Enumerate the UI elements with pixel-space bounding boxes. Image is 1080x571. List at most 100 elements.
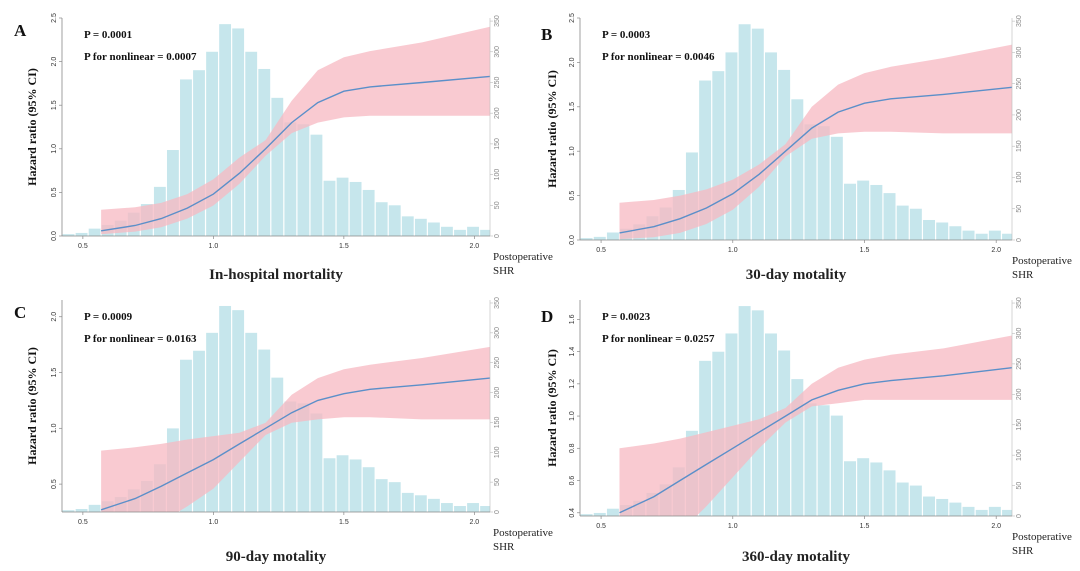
ci-band <box>619 44 1012 240</box>
histogram-bar <box>336 455 349 512</box>
histogram-bar <box>349 181 362 236</box>
x-tick-label: 0.5 <box>596 523 606 530</box>
histogram-bar <box>323 180 336 236</box>
x-axis-name-line1: Postoperative <box>1012 255 1072 267</box>
p-nonlinear: P for nonlinear = 0.0046 <box>602 51 715 63</box>
y-tick-label: 1.0 <box>51 423 58 433</box>
y2-tick-label: 0 <box>1016 238 1023 242</box>
p-value: P = 0.0001 <box>84 29 132 41</box>
y-tick-label: 2.5 <box>569 13 576 23</box>
x-tick-label: 1.0 <box>728 523 738 530</box>
panel-letter: C <box>14 303 26 322</box>
histogram-bar <box>1002 509 1012 516</box>
y2-tick-label: 250 <box>494 77 501 89</box>
histogram-bar <box>62 510 75 512</box>
histogram-bar <box>909 208 922 240</box>
histogram-bar <box>725 333 738 516</box>
y2-tick-label: 350 <box>1016 297 1023 309</box>
histogram-bar <box>725 52 738 240</box>
y-axis-label: Hazard ratio (95% CI) <box>25 347 39 465</box>
y2-tick-label: 300 <box>1016 328 1023 340</box>
histogram-bar <box>245 51 258 236</box>
histogram-bar <box>804 124 817 240</box>
histogram-bar <box>830 136 843 240</box>
x-tick-label: 1.0 <box>208 243 218 250</box>
y2-tick-label: 0 <box>1016 514 1023 518</box>
y-tick-label: 1.5 <box>51 100 58 110</box>
y-tick-label: 1.0 <box>569 411 576 421</box>
histogram-bar <box>245 332 258 512</box>
panel-title: 30-day motality <box>746 267 847 283</box>
histogram-bar <box>949 502 962 516</box>
histogram-bar <box>804 403 817 516</box>
y-tick-label: 2.0 <box>51 312 58 322</box>
y2-tick-label: 200 <box>1016 109 1023 121</box>
y-tick-label: 0.6 <box>569 476 576 486</box>
histogram-bar <box>375 479 388 512</box>
plot-area <box>580 306 1012 516</box>
y2-tick-label: 50 <box>494 478 501 486</box>
histogram-bar <box>844 183 856 240</box>
y-axis-label: Hazard ratio (95% CI) <box>545 349 559 467</box>
panel-a: 0.0 0.5 1.0 1.5 2.0 2.5 0 50 100 150 200 250 300 350 0… <box>14 13 553 283</box>
histogram-bar <box>936 222 949 240</box>
histogram-bar <box>778 350 791 516</box>
histogram-bar <box>764 52 777 240</box>
histogram-bar <box>1002 233 1012 240</box>
histogram-bar <box>988 506 1001 516</box>
histogram-bar <box>738 24 751 240</box>
histogram-bar <box>857 180 870 240</box>
histogram-bar <box>310 134 323 236</box>
y2-tick-label: 350 <box>1016 15 1023 27</box>
ci-band <box>101 346 490 512</box>
panel-title: 360-day motality <box>742 549 850 565</box>
histogram-bar <box>751 310 764 516</box>
histogram-bar <box>62 234 75 236</box>
histogram-bar <box>401 216 414 236</box>
x-tick-label: 2.0 <box>991 247 1001 254</box>
histogram-bar <box>870 184 883 240</box>
histogram-bar <box>193 70 205 236</box>
x-tick-label: 1.5 <box>339 243 349 250</box>
histogram-bar <box>271 97 284 236</box>
histogram-bar <box>193 350 205 512</box>
panel-title: In-hospital mortality <box>209 267 343 283</box>
histogram-bar <box>414 495 427 512</box>
y2-tick-label: 300 <box>1016 46 1023 58</box>
panel-letter: D <box>541 307 553 326</box>
histogram-bar <box>936 498 949 516</box>
x-tick-label: 1.5 <box>860 523 870 530</box>
histogram-bar <box>75 232 88 236</box>
panel-letter: A <box>14 21 27 40</box>
histogram-bar <box>909 485 922 516</box>
histogram-bar <box>751 28 764 240</box>
histogram-bar <box>206 332 218 512</box>
histogram-bar <box>441 503 453 512</box>
y2-tick-label: 0 <box>494 234 501 238</box>
x-axis-name-line1: Postoperative <box>493 251 553 263</box>
histogram-bar <box>75 509 88 512</box>
y2-tick-label: 100 <box>494 446 501 458</box>
histogram-bar <box>362 467 375 512</box>
panel-d: 0.4 0.6 0.8 1.0 1.2 1.4 1.6 0 50 100 150 200 250 300 3… <box>541 297 1072 565</box>
y-tick-label: 1.0 <box>569 146 576 156</box>
y-tick-label: 1.5 <box>51 368 58 378</box>
x-tick-label: 2.0 <box>991 523 1001 530</box>
y2-tick-label: 300 <box>494 327 501 339</box>
histogram-bar <box>962 506 975 516</box>
x-tick-label: 1.0 <box>728 247 738 254</box>
y-tick-label: 0.0 <box>51 231 58 241</box>
ci-band <box>101 26 490 235</box>
y2-tick-label: 250 <box>1016 358 1023 370</box>
histogram-bar <box>896 205 909 240</box>
y2-tick-label: 300 <box>494 46 501 58</box>
histogram-bar <box>388 205 401 236</box>
histogram-bar <box>738 306 751 516</box>
histogram-bar <box>857 458 870 516</box>
y2-tick-label: 150 <box>494 416 501 428</box>
histogram-bar <box>297 124 310 236</box>
p-value: P = 0.0023 <box>602 311 651 323</box>
ci-band <box>619 335 1012 516</box>
histogram-bar <box>791 379 804 516</box>
